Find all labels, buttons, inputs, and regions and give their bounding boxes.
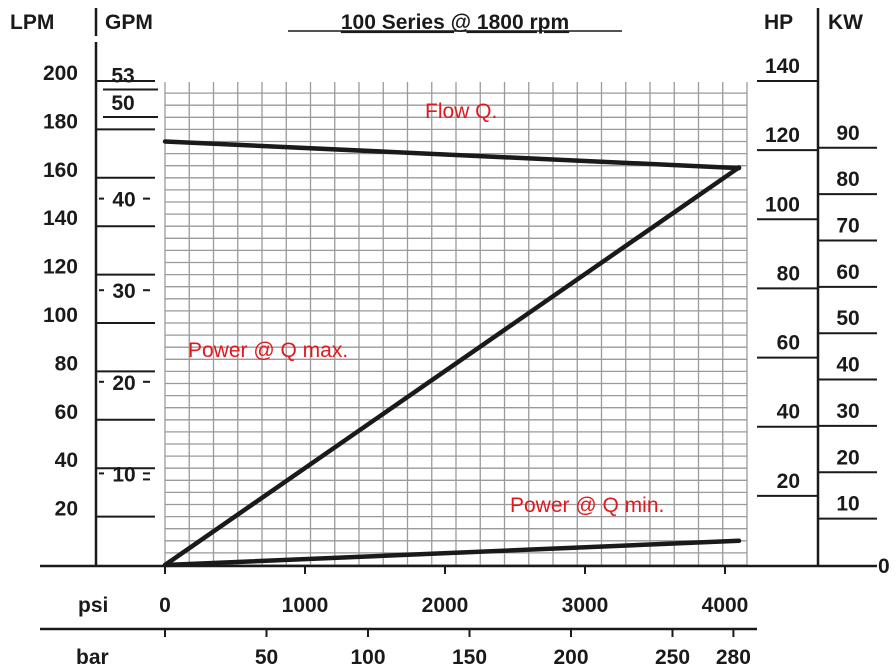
hp-tick-label: 80: [777, 262, 800, 285]
kw-tick-label: 40: [836, 354, 859, 377]
lpm-tick-label: 60: [55, 401, 78, 424]
gpm-tick-label: 30: [112, 280, 135, 303]
kw-tick-label: 90: [836, 122, 859, 145]
flow-series-label: Flow Q.: [425, 100, 497, 123]
psi-tick-label: 3000: [562, 594, 609, 617]
hp-tick-label: 140: [765, 55, 800, 78]
bar-tick-label: 250: [655, 646, 690, 669]
kw-tick-label: 70: [836, 214, 859, 237]
hp-tick-label: 60: [777, 332, 800, 355]
lpm-tick-label: 100: [43, 304, 78, 327]
lpm-axis-unit: LPM: [10, 11, 54, 34]
bar-tick-label: 200: [553, 646, 588, 669]
gpm-tick-label: 53: [111, 65, 134, 88]
lpm-tick-label: 160: [43, 159, 78, 182]
bar-axis-unit: bar: [76, 646, 109, 669]
hp-tick-label: 20: [777, 470, 800, 493]
hp-axis-unit: HP: [764, 11, 793, 34]
bar-tick-label: 150: [452, 646, 487, 669]
lpm-tick-label: 120: [43, 256, 78, 279]
lpm-tick-label: 200: [43, 62, 78, 85]
kw-tick-label: 10: [836, 493, 859, 516]
kw-tick-label: 0: [878, 555, 890, 578]
power-max-line: [162, 165, 742, 568]
psi-tick-label: 2000: [422, 594, 469, 617]
power-min-series-label: Power @ Q min.: [510, 494, 664, 517]
power-min-line: [162, 538, 742, 568]
gpm-tick-label: 50: [111, 92, 134, 115]
grid: [164, 82, 748, 566]
lpm-tick-label: 180: [43, 110, 78, 133]
psi-axis-unit: psi: [78, 594, 108, 617]
psi-tick-label: 4000: [702, 594, 749, 617]
bar-tick-label: 280: [716, 646, 751, 669]
kw-tick-label: 80: [836, 168, 859, 191]
chart-title: 100 Series @ 1800 rpm: [341, 11, 569, 34]
bar-tick-label: 50: [255, 646, 278, 669]
hp-tick-label: 40: [777, 401, 800, 424]
gpm-tick-label: 40: [112, 189, 135, 212]
kw-tick-label: 60: [836, 261, 859, 284]
lpm-tick-label: 140: [43, 207, 78, 230]
hp-tick-label: 120: [765, 124, 800, 147]
gpm-axis-unit: GPM: [105, 11, 153, 34]
psi-tick-label: 0: [159, 594, 171, 617]
gpm-tick-label: 20: [112, 372, 135, 395]
kw-tick-label: 50: [836, 307, 859, 330]
bar-tick-label: 100: [350, 646, 385, 669]
psi-tick-label: 1000: [282, 594, 329, 617]
hp-tick-label: 100: [765, 193, 800, 216]
lpm-tick-label: 20: [55, 498, 78, 521]
gpm-tick-label: 10: [112, 463, 135, 486]
power-max-series-label: Power @ Q max.: [188, 339, 348, 362]
flow-line: [162, 139, 742, 171]
ticks: 2001801601401201008060402053504030201014…: [43, 55, 890, 669]
kw-tick-label: 20: [836, 446, 859, 469]
series: [162, 139, 742, 568]
lpm-tick-label: 40: [55, 449, 78, 472]
kw-tick-label: 30: [836, 400, 859, 423]
kw-axis-unit: KW: [828, 11, 863, 34]
lpm-tick-label: 80: [55, 352, 78, 375]
